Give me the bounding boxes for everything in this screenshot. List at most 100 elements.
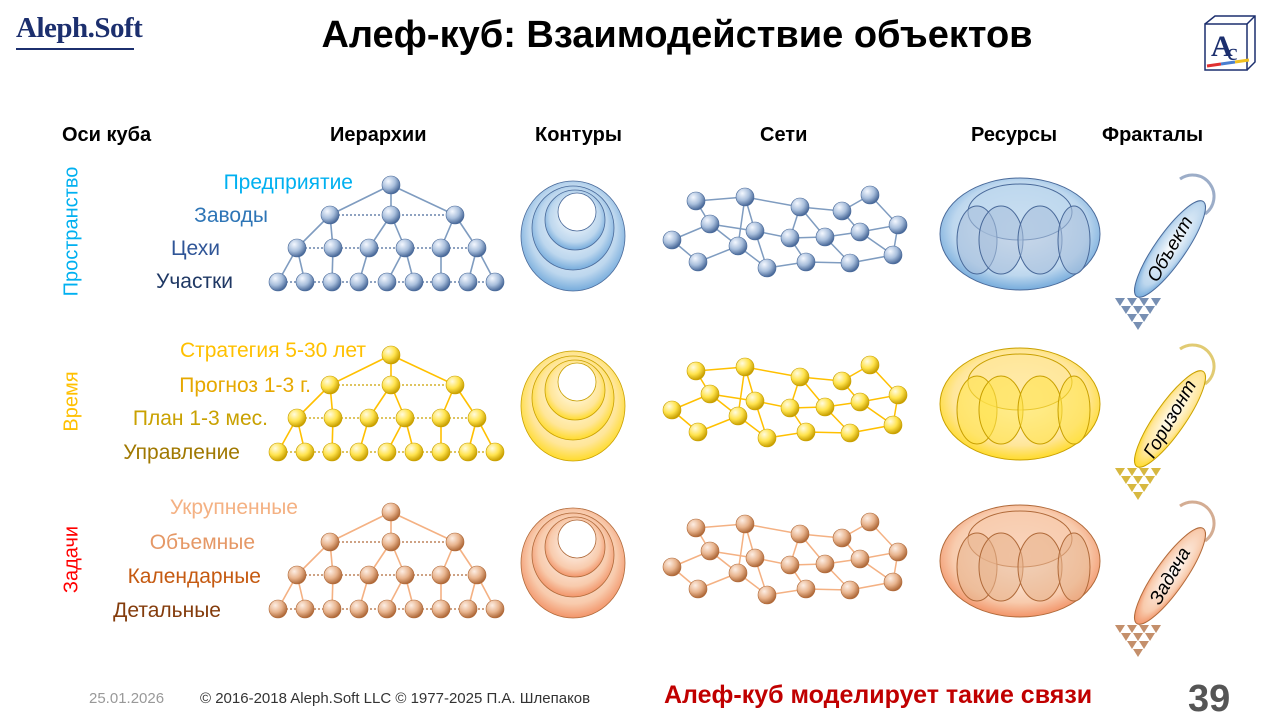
tree-node (485, 599, 505, 619)
network-node (840, 580, 860, 600)
network-node (796, 252, 816, 272)
resource-cell (1057, 375, 1091, 445)
tree-node (377, 272, 397, 292)
network-node (888, 385, 908, 405)
resource-shape (939, 347, 1101, 461)
network-node (757, 585, 777, 605)
tree-node (485, 272, 505, 292)
tree-node (395, 408, 415, 428)
fractal-label: Горизонт (1140, 377, 1201, 462)
resource-cell (1017, 375, 1063, 445)
level-label: Стратегия 5-30 лет (179, 339, 366, 362)
tree-edge (329, 511, 392, 543)
column-header-fractals: Фракталы (1102, 124, 1204, 146)
tree-node (359, 408, 379, 428)
tree-edge (329, 354, 392, 386)
network-node (796, 579, 816, 599)
fractal-triangle (1145, 476, 1155, 484)
tree-node (445, 375, 465, 395)
tree-node (395, 565, 415, 585)
tree-node (320, 205, 340, 225)
fractal-triangle (1133, 322, 1143, 330)
level-label: План 1-3 мес. (132, 407, 268, 430)
resource-cell (1057, 532, 1091, 602)
network-node (815, 554, 835, 574)
fractal-triangle (1127, 298, 1137, 306)
fractal-triangle (1139, 468, 1149, 476)
network-node (688, 579, 708, 599)
network-node (700, 384, 720, 404)
network-node (745, 391, 765, 411)
network-node (735, 514, 755, 534)
tree-edge (329, 184, 392, 216)
network-node (815, 227, 835, 247)
fractal-loop-arrow (1179, 500, 1216, 543)
network-node (700, 541, 720, 561)
network-node (860, 355, 880, 375)
fractal-triangle (1121, 633, 1131, 641)
tree-node (395, 238, 415, 258)
tree-node (467, 408, 487, 428)
level-label: Заводы (194, 204, 268, 227)
column-header-networks: Сети (760, 124, 808, 146)
tree-node (295, 599, 315, 619)
svg-text:c: c (1227, 40, 1238, 66)
network-graph (662, 355, 908, 448)
tree-node (268, 442, 288, 462)
tree-edge (390, 511, 456, 543)
tree-node (323, 408, 343, 428)
tree-node (349, 599, 369, 619)
page-number: 39 (1188, 678, 1231, 720)
page-title: Алеф-куб: Взаимодействие объектов (321, 14, 1033, 56)
footer-copyright: © 2016-2018 Aleph.Soft LLC © 1977-2025 П… (200, 690, 591, 707)
network-node (735, 357, 755, 377)
tree-node (322, 442, 342, 462)
resource-shape (939, 504, 1101, 618)
network-node (790, 367, 810, 387)
tree-node (381, 375, 401, 395)
fractal-triangle (1133, 476, 1143, 484)
tree-node (287, 565, 307, 585)
fractal-symbol: Объект (1115, 173, 1216, 330)
fractal-triangle (1127, 484, 1137, 492)
aleph-soft-logo: Aleph.Soft (16, 12, 143, 44)
network-node (735, 187, 755, 207)
tree-node (431, 442, 451, 462)
network-node (850, 222, 870, 242)
tree-node (467, 565, 487, 585)
network-node (840, 423, 860, 443)
fractal-triangle (1127, 625, 1137, 633)
fractal-triangle (1151, 298, 1161, 306)
column-header-resources: Ресурсы (971, 124, 1058, 146)
tree-node (431, 565, 451, 585)
network-node (860, 185, 880, 205)
network-node (686, 191, 706, 211)
network-node (662, 230, 682, 250)
contour-rings (520, 180, 626, 292)
tree-edge (390, 354, 456, 386)
level-label: Объемные (149, 531, 255, 554)
tree-node (404, 272, 424, 292)
tree-node (431, 599, 451, 619)
tree-node (322, 272, 342, 292)
fractal-triangle (1139, 314, 1149, 322)
fractal-ellipse (1134, 527, 1206, 625)
fractal-triangle (1127, 314, 1137, 322)
tree-node (445, 532, 465, 552)
network-node (780, 398, 800, 418)
fractal-triangle (1151, 468, 1161, 476)
fractal-triangle (1139, 484, 1149, 492)
footer-message: Алеф-куб моделирует такие связи (664, 681, 1093, 709)
contour-ring (557, 362, 597, 402)
tree-node (320, 375, 340, 395)
fractal-ellipse (1134, 370, 1206, 468)
resource-cell (1017, 205, 1063, 275)
resource-cell (978, 532, 1024, 602)
fractal-ellipse (1134, 200, 1206, 298)
fractal-loop-arrow (1179, 173, 1216, 216)
tree-node (431, 272, 451, 292)
network-node (688, 252, 708, 272)
tree-node (458, 442, 478, 462)
tree-node (467, 238, 487, 258)
